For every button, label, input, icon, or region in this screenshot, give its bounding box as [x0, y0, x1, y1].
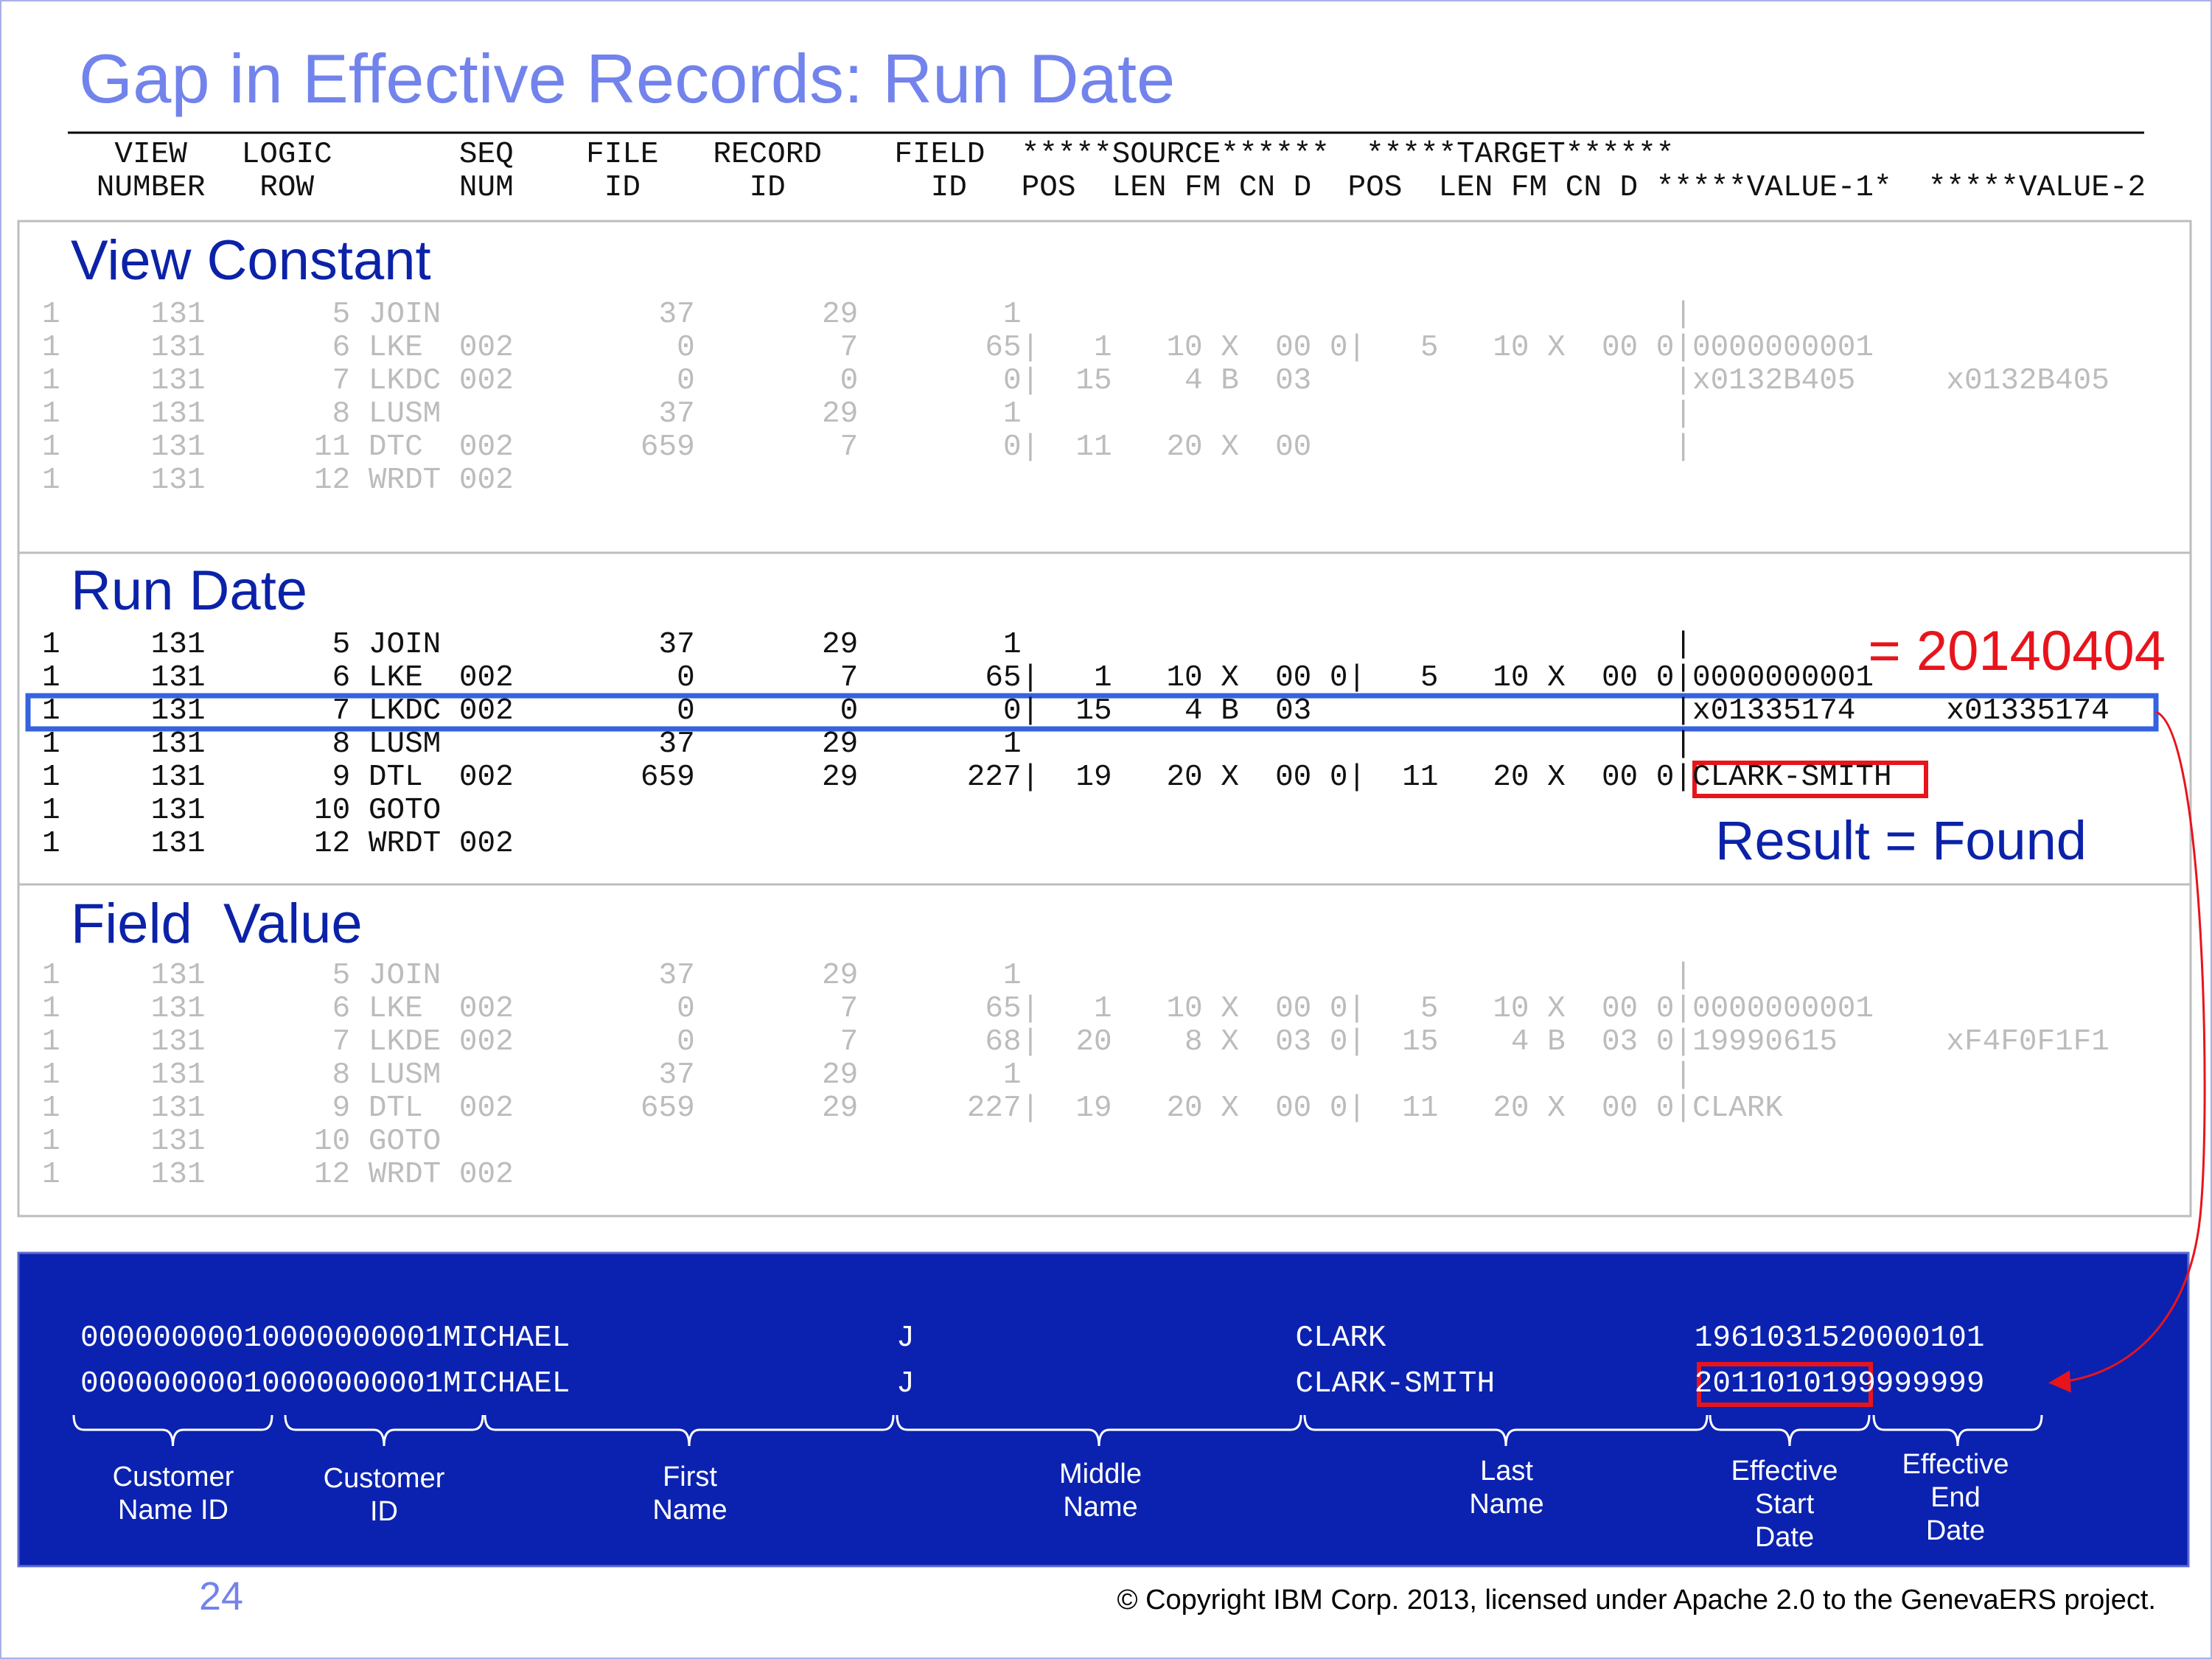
page-number: 24: [199, 1574, 244, 1618]
highlight-value: [1692, 761, 1928, 798]
section-title: Field Value: [71, 893, 363, 955]
brace: [484, 1414, 895, 1447]
trace-row: 1 131 5 JOIN 37 29 1 |: [42, 298, 1692, 332]
trace-row: 1 131 11 DTC 002 659 7 0| 11 20 X 00 |: [42, 430, 1692, 464]
trace-row: 1 131 8 LUSM 37 29 1 |: [42, 397, 1692, 431]
trace-row: 1 131 7 LKDE 002 0 7 68| 20 8 X 03 0| 15…: [42, 1025, 2110, 1059]
field-label: Date: [1925, 1515, 1986, 1546]
highlight-start-date: [1697, 1362, 1873, 1407]
trace-row: 1 131 6 LKE 002 0 7 65| 1 10 X 00 0| 5 1…: [42, 331, 1874, 365]
column-header: VIEW LOGIC SEQ FILE RECORD FIELD *****SO…: [42, 138, 1675, 172]
section-box: [17, 883, 2192, 1218]
trace-row: 1 131 9 DTL 002 659 29 227| 19 20 X 00 0…: [42, 1092, 1783, 1125]
brace: [1872, 1414, 2043, 1447]
brace: [72, 1414, 273, 1447]
brace: [1709, 1414, 1871, 1447]
trace-row: 1 131 6 LKE 002 0 7 65| 1 10 X 00 0| 5 1…: [42, 992, 1874, 1026]
record-line: 00000000010000000001MICHAEL J CLARK 1961…: [80, 1321, 1985, 1355]
annotation-result: Result = Found: [1715, 810, 2087, 871]
arrow: [2048, 710, 2206, 1393]
trace-row: 1 131 10 GOTO: [42, 1125, 442, 1159]
field-label: Name: [652, 1495, 728, 1526]
record-panel: [17, 1251, 2190, 1568]
field-label: ID: [370, 1496, 398, 1527]
field-label: Start: [1754, 1489, 1815, 1520]
field-label: End: [1930, 1482, 1981, 1513]
trace-row: 1 131 12 WRDT 002: [42, 464, 514, 497]
section-title: Run Date: [71, 559, 308, 622]
brace: [1303, 1414, 1709, 1447]
brace: [896, 1414, 1302, 1447]
field-label: Date: [1754, 1522, 1815, 1553]
trace-row: 1 131 8 LUSM 37 29 1 |: [42, 727, 1692, 761]
trace-row: 1 131 5 JOIN 37 29 1 |: [42, 959, 1692, 993]
field-label: Customer: [112, 1461, 234, 1492]
trace-row: 1 131 10 GOTO: [42, 794, 442, 828]
copyright: © Copyright IBM Corp. 2013, licensed und…: [1117, 1585, 2156, 1616]
field-label: Name: [1063, 1492, 1138, 1523]
trace-row: 1 131 9 DTL 002 659 29 227| 19 20 X 00 0…: [42, 761, 1892, 794]
field-label: Effective: [1731, 1456, 1838, 1487]
trace-row: 1 131 7 LKDC 002 0 0 0| 15 4 B 03 |x0132…: [42, 364, 2110, 398]
field-label: Effective: [1902, 1449, 2009, 1480]
annotation-value: = 20140404: [1868, 620, 2166, 682]
trace-row: 1 131 5 JOIN 37 29 1 |: [42, 628, 1692, 662]
section-title: View Constant: [71, 229, 431, 292]
field-label: Name ID: [118, 1495, 228, 1526]
field-label: Customer: [323, 1463, 445, 1494]
trace-row: 1 131 6 LKE 002 0 7 65| 1 10 X 00 0| 5 1…: [42, 661, 1874, 695]
field-label: First: [663, 1461, 717, 1492]
field-label: Middle: [1059, 1459, 1142, 1489]
trace-row: 1 131 12 WRDT 002: [42, 827, 514, 861]
trace-row: 1 131 12 WRDT 002: [42, 1158, 514, 1192]
field-label: Name: [1469, 1489, 1544, 1520]
field-label: Last: [1480, 1456, 1533, 1487]
record-line: 00000000010000000001MICHAEL J CLARK-SMIT…: [80, 1367, 1985, 1401]
brace: [284, 1414, 484, 1447]
slide-title: Gap in Effective Records: Run Date: [79, 40, 1176, 117]
trace-row: 1 131 8 LUSM 37 29 1 |: [42, 1058, 1692, 1092]
column-header: NUMBER ROW NUM ID ID ID POS LEN FM CN D …: [42, 171, 2146, 205]
trace-row: 1 131 7 LKDC 002 0 0 0| 15 4 B 03 |x0133…: [42, 694, 2110, 728]
